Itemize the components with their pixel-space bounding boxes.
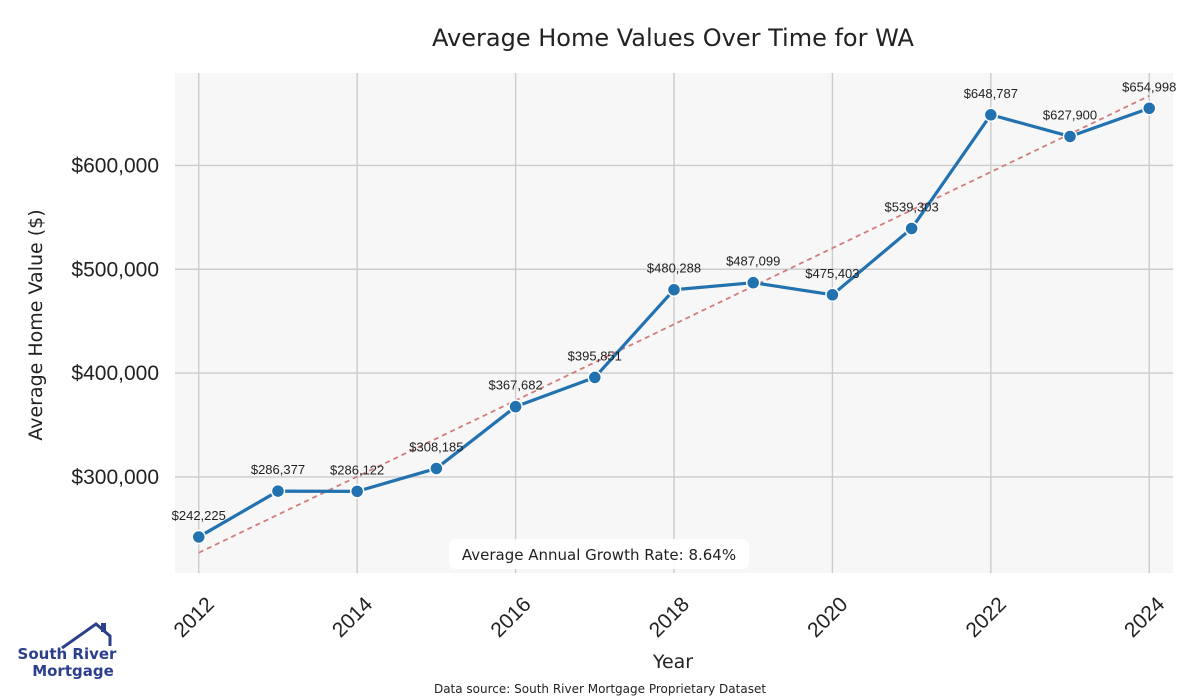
data-point — [666, 282, 682, 297]
data-label: $539,303 — [885, 199, 939, 214]
data-label: $475,403 — [805, 266, 859, 281]
x-tick-label: 2020 — [803, 593, 852, 642]
chimney-icon — [101, 623, 106, 632]
data-point — [270, 483, 286, 499]
data-point — [825, 287, 840, 303]
y-tick-label: $400,000 — [71, 362, 159, 385]
data-point — [1141, 101, 1157, 116]
logo-line-1: South River — [18, 645, 118, 663]
x-tick-label: 2014 — [328, 593, 378, 643]
annotation-box — [449, 539, 749, 569]
y-tick-label: $300,000 — [71, 466, 159, 489]
data-label: $648,787 — [964, 86, 1018, 101]
data-point — [587, 370, 603, 385]
data-point — [904, 221, 919, 236]
data-label: $395,851 — [568, 348, 622, 363]
data-label: $242,225 — [172, 508, 226, 523]
data-label: $627,900 — [1043, 107, 1097, 122]
data-labels: $242,225 $286,377 $286,122 $308,185 $367,682… — [172, 79, 1177, 523]
data-label: $286,122 — [330, 462, 384, 477]
x-tick-label: 2022 — [962, 593, 1011, 642]
x-axis: 2012 2014 2016 2018 2020 2022 2024 — [170, 593, 1170, 643]
data-label: $487,099 — [726, 254, 780, 269]
data-point — [1062, 129, 1078, 144]
data-source-note: Data source: South River Mortgage Propri… — [434, 682, 766, 696]
company-logo: South River Mortgage — [18, 622, 118, 680]
x-tick-label: 2018 — [645, 593, 694, 642]
data-point — [983, 107, 999, 123]
y-tick-label: $600,000 — [71, 154, 159, 177]
y-axis-label: Average Home Value ($) — [25, 209, 47, 440]
data-point — [508, 399, 523, 414]
data-label: $286,377 — [251, 462, 305, 477]
data-point — [429, 461, 444, 476]
annotation-text: Average Annual Growth Rate: 8.64% — [462, 546, 736, 564]
data-label: $367,682 — [488, 378, 542, 393]
series-group — [191, 101, 1157, 545]
chart-title: Average Home Values Over Time for WA — [432, 24, 914, 52]
y-tick-label: $500,000 — [71, 258, 159, 281]
data-point — [349, 484, 365, 499]
data-label: $480,288 — [647, 261, 701, 276]
data-label: $654,998 — [1122, 79, 1176, 94]
trendline — [198, 95, 1150, 554]
data-point — [191, 529, 207, 545]
x-tick-label: 2016 — [486, 593, 535, 642]
y-axis: $300,000 $400,000 $500,000 $600,000 — [71, 154, 159, 489]
data-label: $308,185 — [409, 439, 463, 454]
growth-annotation: Average Annual Growth Rate: 8.64% — [449, 539, 749, 569]
logo-line-2: Mortgage — [32, 662, 114, 680]
x-tick-label: 2012 — [170, 593, 219, 642]
trendline-group — [198, 95, 1150, 554]
grid-lines — [175, 73, 1173, 573]
x-axis-label: Year — [652, 651, 693, 673]
data-point — [745, 275, 761, 290]
x-tick-label: 2024 — [1120, 593, 1170, 643]
